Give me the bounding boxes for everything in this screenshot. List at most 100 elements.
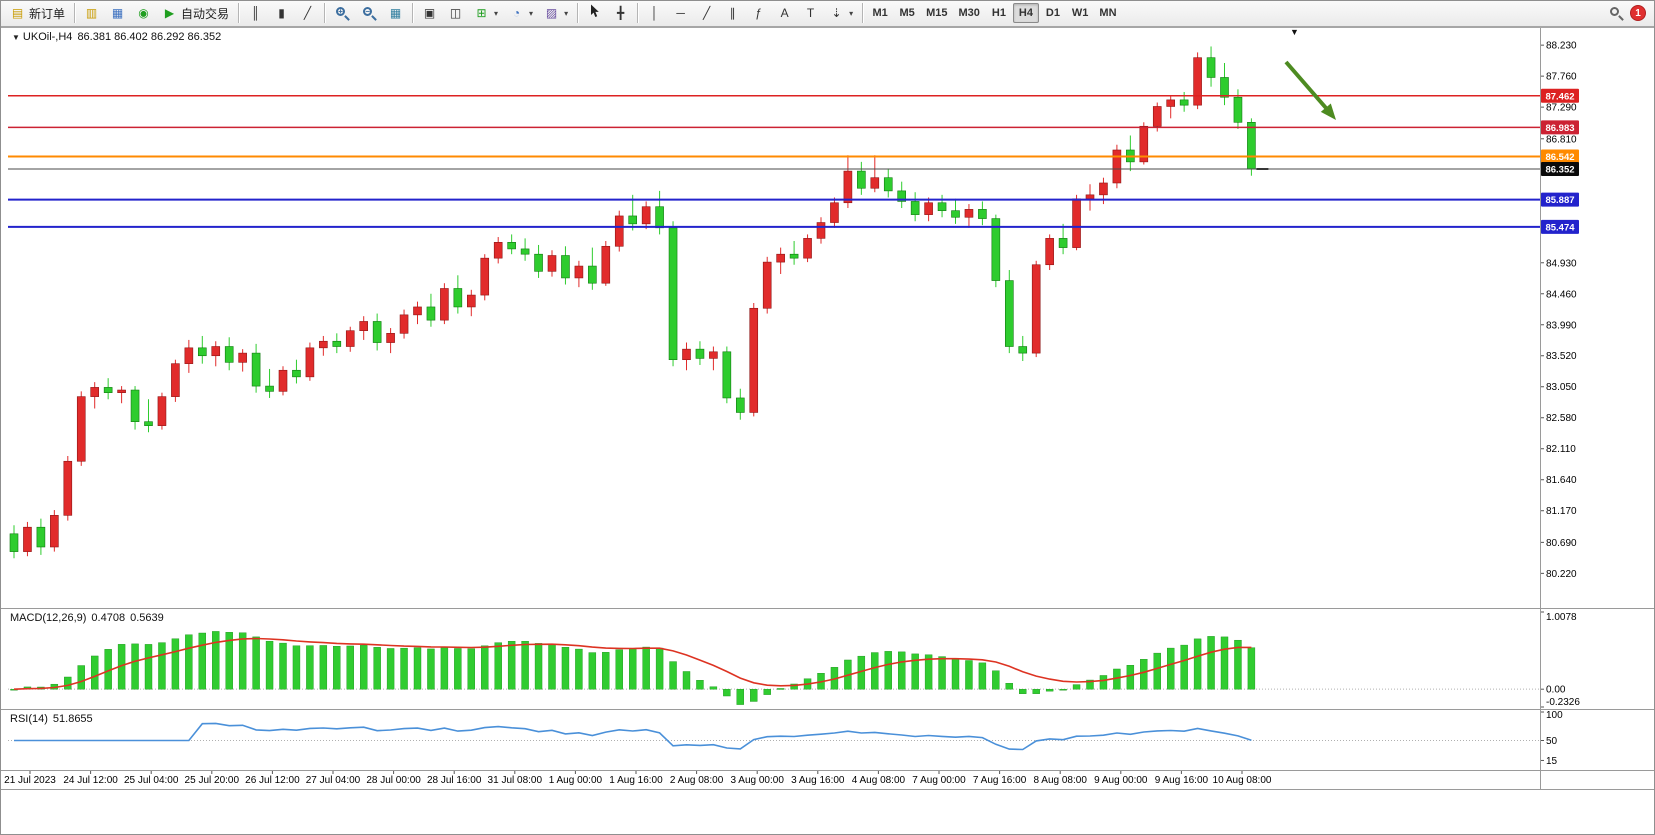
- timeframe-h4[interactable]: H4: [1012, 3, 1039, 23]
- timeframe-mn[interactable]: MN: [1099, 7, 1117, 19]
- price-axis[interactable]: [1540, 28, 1654, 770]
- chart-shift-button[interactable]: ◫: [443, 2, 468, 24]
- svg-text:82.110: 82.110: [1546, 444, 1576, 455]
- navigator-button[interactable]: ◉: [131, 2, 156, 24]
- market-watch-icon: ▦: [111, 5, 124, 20]
- toolbar: ▤ 新订单 ▥ ▦ ◉ ▶ 自动交易 ║ ▮ ╱ + − ▦ ▣ ◫ ⊞ ▾ ◔…: [0, 0, 1655, 27]
- svg-text:25 Jul 04:00: 25 Jul 04:00: [124, 775, 179, 786]
- svg-text:87.462: 87.462: [1545, 91, 1574, 102]
- chevron-down-icon: ▾: [849, 8, 854, 18]
- timeframe-m5[interactable]: M5: [899, 7, 915, 19]
- svg-text:85.474: 85.474: [1545, 222, 1575, 233]
- timeframe-m30[interactable]: M30: [958, 7, 980, 19]
- svg-text:83.050: 83.050: [1546, 382, 1577, 393]
- current-price-tag: 86.352: [1541, 161, 1579, 176]
- auto-arrange-button[interactable]: ▣: [417, 2, 442, 24]
- chart-shift-icon: ◫: [449, 5, 462, 20]
- zoom-in-icon: +: [334, 5, 350, 21]
- vertical-line-tool-button[interactable]: │: [642, 2, 667, 24]
- cursor-tool-button[interactable]: [582, 2, 607, 24]
- svg-text:86.983: 86.983: [1545, 123, 1574, 134]
- timeframe-h1[interactable]: H1: [991, 7, 1006, 19]
- fibonacci-tool-button[interactable]: ƒ: [746, 2, 771, 24]
- panel-splitter-rsi[interactable]: [0, 708, 1655, 712]
- new-order-button[interactable]: ▤ 新订单: [5, 2, 70, 24]
- line-chart-button[interactable]: ╱: [295, 2, 320, 24]
- channel-tool-button[interactable]: ∥: [720, 2, 745, 24]
- navigator-icon: ◉: [138, 5, 149, 20]
- channel-icon: ∥: [729, 5, 736, 20]
- toolbar-separator: [74, 3, 76, 23]
- svg-text:26 Jul 12:00: 26 Jul 12:00: [245, 775, 300, 786]
- timeframe-d1[interactable]: D1: [1045, 7, 1060, 19]
- trendline-tool-button[interactable]: ╱: [694, 2, 719, 24]
- trend-arrow[interactable]: [1284, 60, 1336, 120]
- autotrade-button[interactable]: ▶ 自动交易: [157, 2, 234, 24]
- svg-text:100: 100: [1546, 710, 1563, 721]
- svg-text:80.220: 80.220: [1546, 569, 1577, 580]
- chart-dropdown-icon[interactable]: ▼: [12, 33, 20, 42]
- market-watch-button[interactable]: ▦: [105, 2, 130, 24]
- zoom-in-button[interactable]: +: [329, 2, 355, 24]
- tile-windows-icon: ▦: [389, 5, 402, 20]
- timeframe-m15[interactable]: M15: [926, 7, 948, 19]
- crosshair-tool-button[interactable]: ╋: [608, 2, 633, 24]
- svg-text:27 Jul 04:00: 27 Jul 04:00: [306, 775, 361, 786]
- auto-arrange-icon: ▣: [423, 5, 436, 20]
- svg-text:88.230: 88.230: [1546, 41, 1577, 52]
- toolbar-separator: [238, 3, 240, 23]
- arrows-tool-button[interactable]: ⇣ ▾: [824, 2, 858, 24]
- svg-text:28 Jul 00:00: 28 Jul 00:00: [366, 775, 421, 786]
- svg-text:1 Aug 16:00: 1 Aug 16:00: [609, 775, 663, 786]
- templates-button[interactable]: ▨ ▾: [539, 2, 573, 24]
- label-tool-button[interactable]: T: [798, 2, 823, 24]
- timeframe-m1[interactable]: M1: [872, 7, 888, 19]
- notification-badge[interactable]: 1: [1630, 5, 1646, 21]
- cursor-icon: [587, 4, 602, 22]
- bar-chart-button[interactable]: ║: [243, 2, 268, 24]
- text-tool-icon: A: [780, 5, 789, 20]
- text-tool-button[interactable]: A: [772, 2, 797, 24]
- svg-text:84.930: 84.930: [1546, 258, 1577, 269]
- svg-text:21 Jul 2023: 21 Jul 2023: [4, 775, 56, 786]
- time-axis-labels: 21 Jul 2023 24 Jul 12:00 25 Jul 04:00 25 Ju…: [4, 770, 1272, 786]
- panel-splitter-macd[interactable]: [0, 607, 1655, 611]
- autotrade-play-icon: ▶: [164, 5, 175, 20]
- svg-text:0.00: 0.00: [1546, 685, 1566, 696]
- object-marker-icon[interactable]: ▼: [1290, 27, 1299, 37]
- bar-chart-icon: ║: [251, 5, 260, 20]
- svg-text:86.542: 86.542: [1545, 152, 1574, 163]
- profiles-icon: ▥: [85, 5, 98, 20]
- svg-text:81.640: 81.640: [1546, 475, 1577, 486]
- toolbar-separator: [577, 3, 579, 23]
- candlestick-chart-button[interactable]: ▮: [269, 2, 294, 24]
- svg-text:87.760: 87.760: [1546, 72, 1577, 83]
- candles-group: [9, 46, 1256, 559]
- search-icon[interactable]: [1608, 5, 1624, 21]
- new-chart-button[interactable]: ⊞ ▾: [469, 2, 503, 24]
- tile-windows-button[interactable]: ▦: [383, 2, 408, 24]
- label-tool-icon: T: [806, 5, 815, 20]
- period-button[interactable]: ◔ ▾: [504, 2, 538, 24]
- timeframe-w1[interactable]: W1: [1071, 7, 1089, 19]
- svg-text:4 Aug 08:00: 4 Aug 08:00: [852, 775, 906, 786]
- svg-text:9 Aug 00:00: 9 Aug 00:00: [1094, 775, 1148, 786]
- new-order-label: 新订单: [29, 6, 66, 21]
- arrows-tool-icon: ⇣: [831, 5, 842, 20]
- svg-text:31 Jul 08:00: 31 Jul 08:00: [488, 775, 543, 786]
- svg-text:2 Aug 08:00: 2 Aug 08:00: [670, 775, 724, 786]
- templates-icon: ▨: [545, 5, 558, 20]
- horizontal-line-tool-button[interactable]: ─: [668, 2, 693, 24]
- crosshair-icon: ╋: [616, 5, 625, 20]
- chevron-down-icon: ▾: [494, 8, 499, 18]
- rsi-line: [14, 722, 1252, 751]
- time-axis[interactable]: [0, 772, 1540, 790]
- zoom-out-button[interactable]: −: [356, 2, 382, 24]
- svg-text:9 Aug 16:00: 9 Aug 16:00: [1155, 775, 1209, 786]
- svg-text:15: 15: [1546, 756, 1558, 767]
- svg-text:3 Aug 16:00: 3 Aug 16:00: [791, 775, 845, 786]
- new-chart-icon: ⊞: [476, 5, 487, 20]
- chart-symbol-period: UKOil-,H4: [22, 31, 73, 43]
- profiles-button[interactable]: ▥: [79, 2, 104, 24]
